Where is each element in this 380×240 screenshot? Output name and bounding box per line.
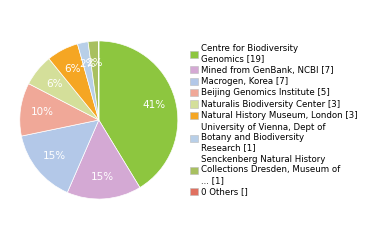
Text: 15%: 15% — [91, 172, 114, 182]
Text: 10%: 10% — [31, 107, 54, 117]
Text: 2%: 2% — [79, 59, 95, 69]
Wedge shape — [88, 41, 99, 120]
Wedge shape — [21, 120, 99, 192]
Wedge shape — [99, 41, 178, 187]
Text: 2%: 2% — [87, 58, 103, 68]
Wedge shape — [49, 44, 99, 120]
Wedge shape — [78, 42, 99, 120]
Wedge shape — [20, 84, 99, 136]
Legend: Centre for Biodiversity
Genomics [19], Mined from GenBank, NCBI [7], Macrogen, K: Centre for Biodiversity Genomics [19], M… — [190, 44, 358, 196]
Text: 6%: 6% — [46, 79, 63, 89]
Text: 15%: 15% — [43, 151, 66, 161]
Wedge shape — [28, 59, 99, 120]
Wedge shape — [67, 120, 140, 199]
Text: 6%: 6% — [64, 65, 81, 74]
Text: 41%: 41% — [142, 100, 165, 110]
